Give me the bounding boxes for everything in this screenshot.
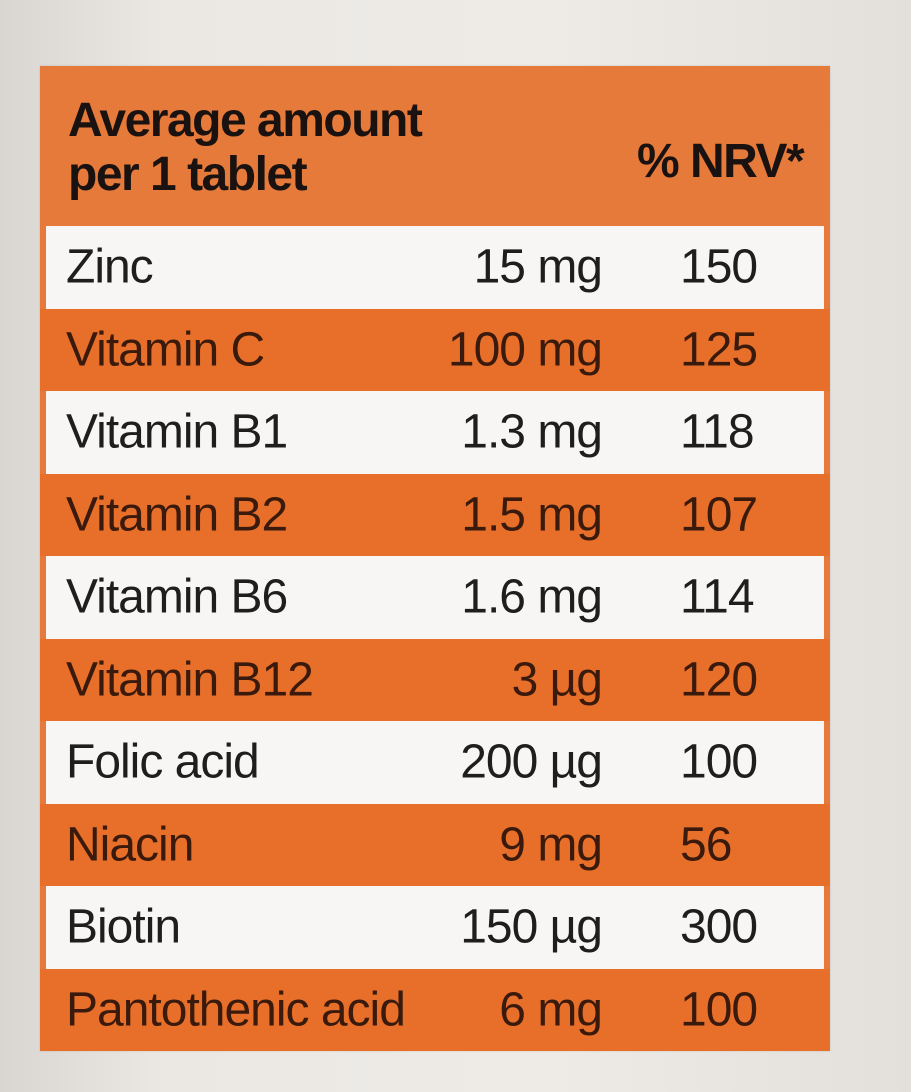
nutrient-nrv: 125 bbox=[680, 323, 758, 377]
table-row: Zinc 15 mg 150 bbox=[46, 226, 824, 309]
nutrient-nrv: 100 bbox=[680, 735, 758, 789]
nutrient-amount: 3 µg bbox=[511, 653, 603, 707]
amount-column-header: Average amount per 1 tablet bbox=[68, 94, 528, 202]
nutrient-amount: 9 mg bbox=[499, 818, 603, 872]
table-row: Vitamin B6 1.6 mg 114 bbox=[46, 556, 824, 639]
table-row: Vitamin B1 1.3 mg 118 bbox=[46, 391, 824, 474]
table-row: Biotin 150 µg 300 bbox=[46, 886, 824, 969]
nutrient-name: Vitamin B6 bbox=[66, 570, 288, 624]
nutrient-nrv: 120 bbox=[680, 653, 758, 707]
nutrient-nrv: 114 bbox=[680, 570, 755, 624]
nutrient-nrv: 150 bbox=[680, 240, 758, 294]
nutrient-amount: 15 mg bbox=[473, 240, 603, 294]
amount-header-line2: per 1 tablet bbox=[68, 148, 308, 201]
table-header: Average amount per 1 tablet % NRV* bbox=[40, 66, 830, 226]
table-row: Vitamin C 100 mg 125 bbox=[40, 308, 830, 391]
nutrient-name: Vitamin B2 bbox=[66, 488, 288, 542]
nutrient-amount: 1.3 mg bbox=[461, 405, 603, 459]
nutrient-amount: 1.6 mg bbox=[461, 570, 603, 624]
nutrient-nrv: 300 bbox=[680, 900, 758, 954]
table-row: Vitamin B12 3 µg 120 bbox=[40, 638, 830, 721]
nutrient-name: Niacin bbox=[66, 818, 194, 872]
nutrient-rows: Zinc 15 mg 150 Vitamin C 100 mg 125 Vita… bbox=[40, 226, 830, 1051]
table-row: Folic acid 200 µg 100 bbox=[46, 721, 824, 804]
nutrient-amount: 200 µg bbox=[460, 735, 603, 789]
amount-header-line1: Average amount bbox=[68, 94, 423, 147]
nutrient-nrv: 100 bbox=[680, 983, 758, 1037]
nutrient-amount: 1.5 mg bbox=[461, 488, 603, 542]
nutrient-nrv: 56 bbox=[680, 818, 732, 872]
nutrient-name: Vitamin B12 bbox=[66, 653, 314, 707]
nutrient-nrv: 107 bbox=[680, 488, 758, 542]
nutrient-amount: 150 µg bbox=[460, 900, 603, 954]
nutrient-name: Biotin bbox=[66, 900, 181, 954]
nutrient-amount: 6 mg bbox=[499, 983, 603, 1037]
nutrient-nrv: 118 bbox=[680, 405, 755, 459]
nutrient-name: Zinc bbox=[66, 240, 154, 294]
nutrient-name: Vitamin C bbox=[66, 323, 265, 377]
nutrient-name: Folic acid bbox=[66, 735, 260, 789]
nutrient-name: Vitamin B1 bbox=[66, 405, 288, 459]
nrv-column-header: % NRV* bbox=[637, 135, 805, 188]
table-row: Pantothenic acid 6 mg 100 bbox=[40, 968, 830, 1051]
table-row: Niacin 9 mg 56 bbox=[40, 803, 830, 886]
nutrition-label: Average amount per 1 tablet % NRV* Zinc … bbox=[40, 66, 830, 1051]
nutrient-amount: 100 mg bbox=[447, 323, 603, 377]
nutrient-name: Pantothenic acid bbox=[66, 983, 406, 1037]
table-row: Vitamin B2 1.5 mg 107 bbox=[40, 473, 830, 556]
